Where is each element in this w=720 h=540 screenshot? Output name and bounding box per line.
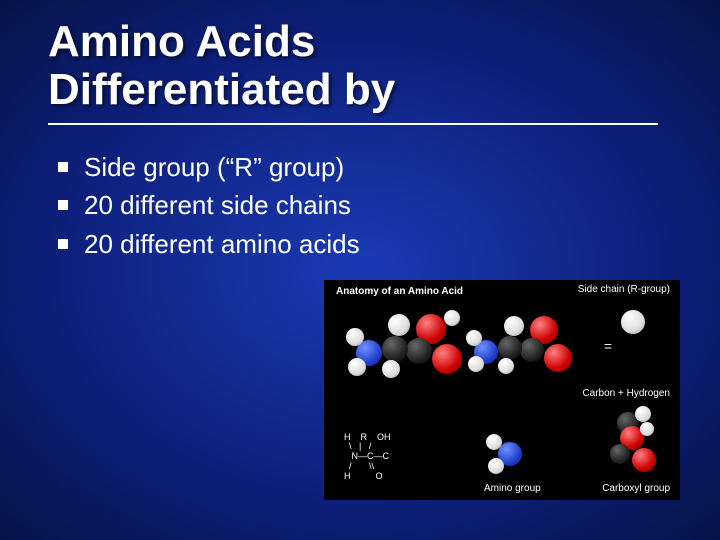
atom-hydrogen xyxy=(504,316,524,336)
atom-oxygen xyxy=(632,448,656,472)
atom-carbon xyxy=(382,336,408,362)
bullet-list: Side group (“R” group) 20 different side… xyxy=(48,149,680,262)
bullet-icon xyxy=(58,162,68,172)
atom-oxygen xyxy=(544,344,572,372)
atom-carbon xyxy=(406,338,432,364)
title-line-2: Differentiated by xyxy=(48,65,395,114)
molecule-main-2 xyxy=(466,308,576,398)
list-item: 20 different amino acids xyxy=(58,226,680,262)
list-item: Side group (“R” group) xyxy=(58,149,680,185)
label-carboxyl-group: Carboxyl group xyxy=(602,483,670,494)
label-amino-group: Amino group xyxy=(484,483,541,494)
label-carbon-hydrogen: Carbon + Hydrogen xyxy=(582,388,670,399)
atom-hydrogen xyxy=(466,330,482,346)
atom-hydrogen xyxy=(348,358,366,376)
diagram-title: Anatomy of an Amino Acid xyxy=(336,286,463,297)
atom-hydrogen xyxy=(388,314,410,336)
formula-line: H R OH xyxy=(344,432,391,442)
list-item: 20 different side chains xyxy=(58,187,680,223)
molecule-amino xyxy=(482,432,542,476)
molecule-main xyxy=(344,308,464,398)
label-side-chain: Side chain (R-group) xyxy=(578,284,670,295)
formula-line: \ | / xyxy=(344,441,371,451)
bullet-text: 20 different side chains xyxy=(84,187,351,223)
formula-line: / \\ xyxy=(344,461,374,471)
bullet-icon xyxy=(58,200,68,210)
atom-oxygen xyxy=(432,344,462,374)
atom-carbon xyxy=(498,336,522,360)
molecule-carboxyl xyxy=(596,426,662,476)
atom-hydrogen xyxy=(382,360,400,378)
slide-title: Amino Acids Differentiated by xyxy=(48,18,680,115)
atom-hydrogen xyxy=(488,458,504,474)
molecule-r-group xyxy=(607,304,662,344)
atom-hydrogen xyxy=(498,358,514,374)
atom-carbon xyxy=(520,338,544,362)
atom-hydrogen xyxy=(444,310,460,326)
formula-line: H O xyxy=(344,471,383,481)
atom-hydrogen xyxy=(468,356,484,372)
atom-hydrogen xyxy=(635,406,651,422)
atom-carbon xyxy=(610,444,630,464)
title-line-1: Amino Acids xyxy=(48,17,315,66)
atom-hydrogen xyxy=(640,422,654,436)
bullet-icon xyxy=(58,239,68,249)
amino-acid-diagram: Anatomy of an Amino Acid Side chain (R-g… xyxy=(324,280,680,500)
bullet-text: 20 different amino acids xyxy=(84,226,360,262)
atom-hydrogen xyxy=(486,434,502,450)
structural-formula: H R OH \ | / N—C—C / \\ H O xyxy=(344,433,391,482)
bullet-text: Side group (“R” group) xyxy=(84,149,344,185)
atom-hydrogen xyxy=(346,328,364,346)
title-underline xyxy=(48,123,658,125)
atom-hydrogen xyxy=(621,310,645,334)
formula-line: N—C—C xyxy=(344,451,389,461)
